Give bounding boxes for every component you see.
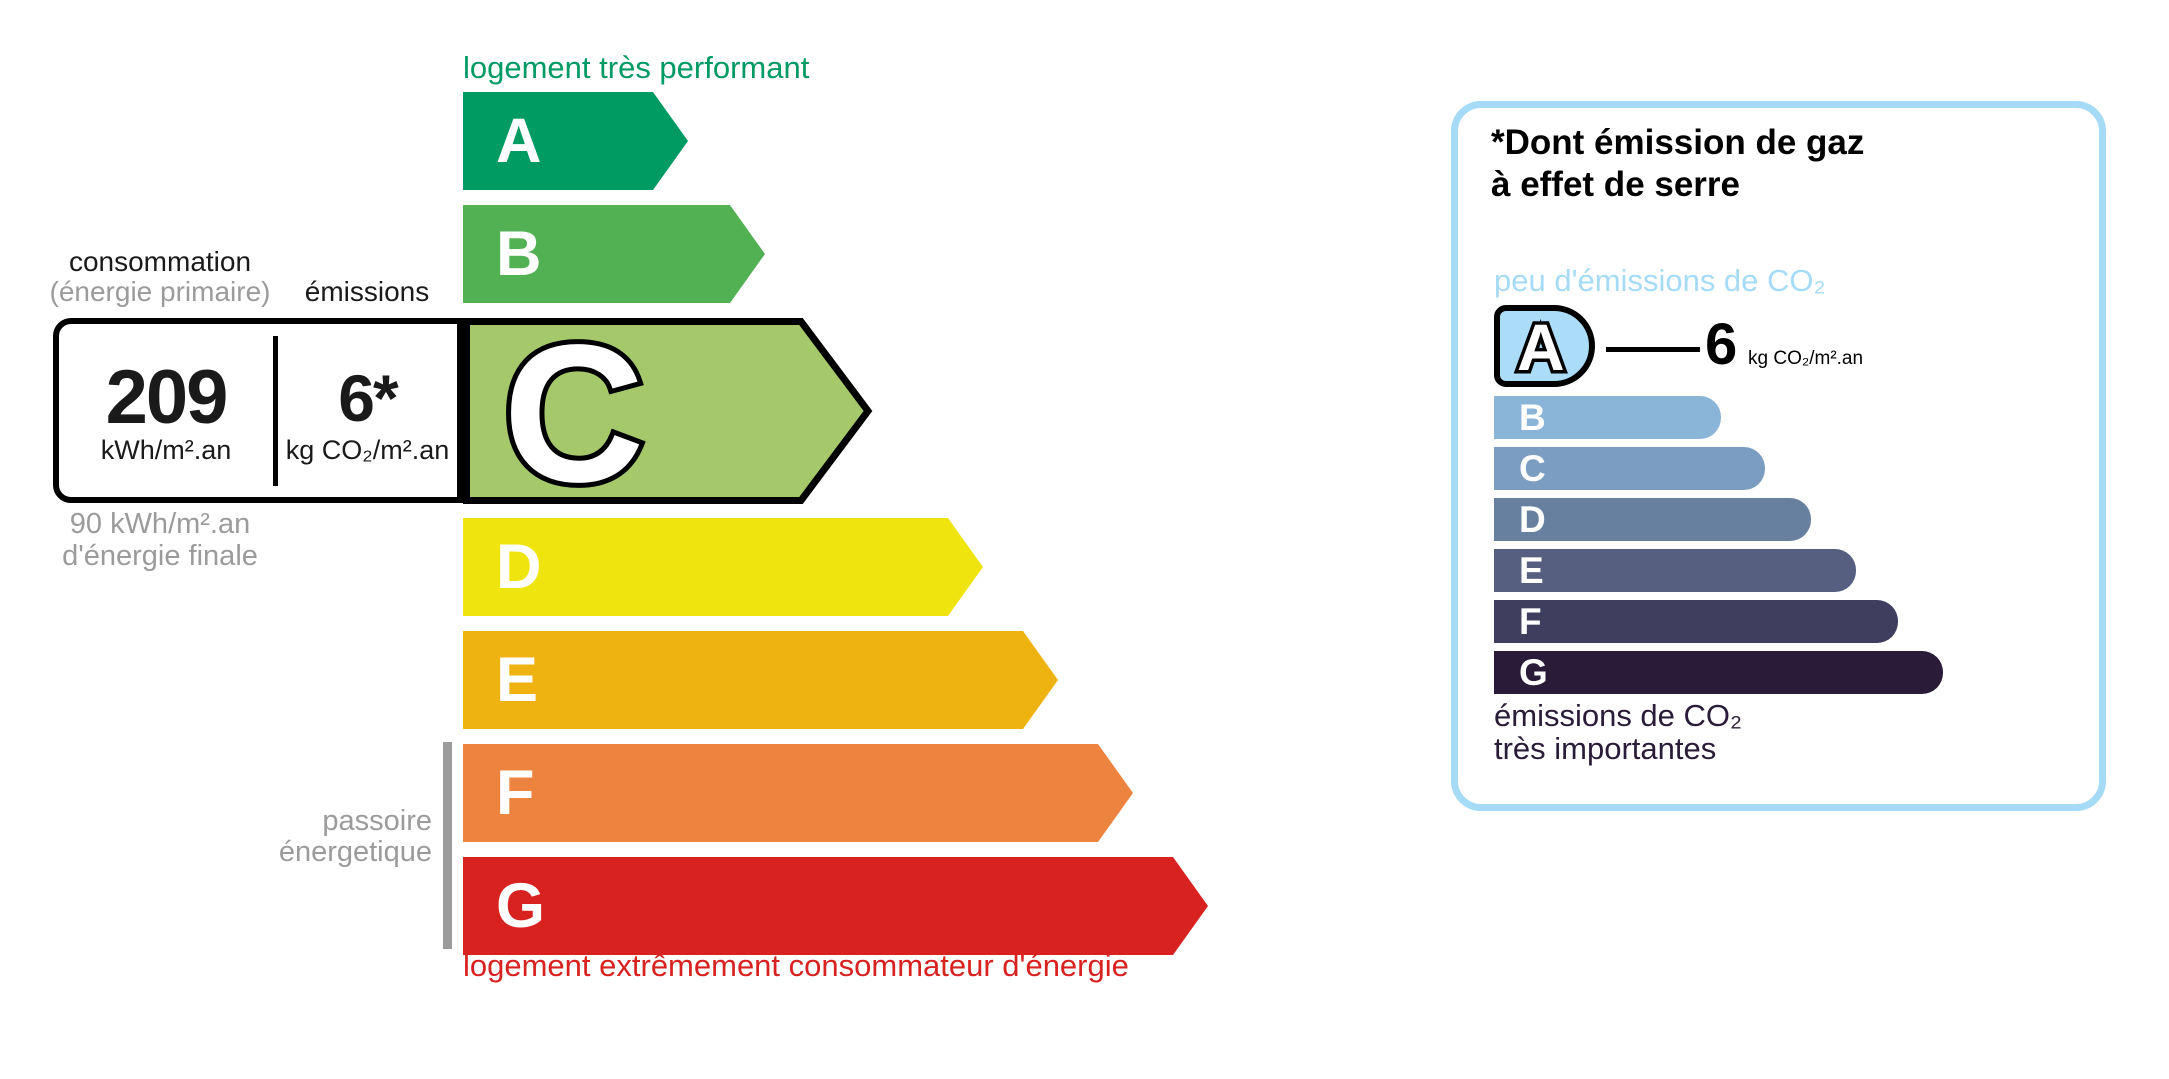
consumption-cell: 209 kWh/m².an [59,324,273,497]
co2-value: 6 [1705,312,1738,377]
energy-class-c-letter: C [503,318,645,504]
passoire-vertical-bar [443,742,452,949]
energy-class-d-arrow: D [463,518,983,616]
consumption-header: consommation [68,246,252,277]
energy-class-f-arrow: F [463,744,1133,842]
co2-high-emissions-label: émissions de CO₂ très importantes [1494,699,1742,765]
co2-class-d-letter: D [1519,499,1546,540]
co2-high-line1: émissions de CO₂ [1494,698,1743,733]
co2-high-line2: très importantes [1494,731,1717,766]
co2-value-unit: kg CO₂/m².an [1748,348,1864,369]
energy-class-b-arrow: B [463,205,765,303]
c-arrow-shape [463,318,873,504]
co2-class-g-bar: G [1494,651,1943,694]
final-energy-line1: 90 kWh/m².an [69,508,251,540]
energy-class-e-arrow: E [463,631,1058,729]
consumption-value-box: 209 kWh/m².an 6* kg CO₂/m².an [53,318,463,503]
top-performance-label: logement très performant [463,50,810,85]
co2-class-f-letter: F [1519,601,1542,642]
co2-class-f-bar: F [1494,600,1898,643]
energy-class-b-letter: B [496,218,542,289]
primary-energy-subheader: (énergie primaire) [49,276,271,307]
co2-class-b-letter: B [1519,397,1546,438]
co2-class-g-letter: G [1519,652,1548,693]
emissions-value: 6* [338,360,398,435]
emissions-unit: kg CO₂/m².an [285,434,450,465]
emissions-cell: 6* kg CO₂/m².an [278,324,457,497]
co2-class-b-bar: B [1494,396,1721,439]
consumption-value: 209 [105,354,229,440]
co2-value-connector-line [1606,347,1700,352]
co2-class-a-badge: A [1494,305,1595,387]
energy-class-c-arrow-highlighted: C [463,318,873,504]
box-divider [273,335,278,486]
co2-emissions-panel: *Dont émission de gaz à effet de serre p… [1451,101,2106,811]
passoire-line1: passoire [322,805,432,837]
final-energy-line2: d'énergie finale [62,540,258,572]
co2-class-d-bar: D [1494,498,1811,541]
co2-panel-title: *Dont émission de gaz à effet de serre [1491,122,1864,206]
energy-class-g-arrow: G [463,857,1208,955]
co2-class-e-letter: E [1519,550,1544,591]
co2-title-line2: à effet de serre [1491,165,1741,204]
energy-class-a-arrow: A [463,92,688,190]
co2-class-a-letter: A [1517,311,1565,381]
co2-class-e-bar: E [1494,549,1856,592]
co2-class-c-bar: C [1494,447,1765,490]
energy-class-g-letter: G [496,870,546,941]
passoire-energetique-label: passoire énergetique [180,806,432,868]
energy-class-a-letter: A [496,105,542,176]
energy-class-f-letter: F [496,757,535,828]
energy-class-e-letter: E [496,644,539,715]
co2-title-line1: *Dont émission de gaz [1491,123,1865,162]
co2-class-c-letter: C [1519,448,1546,489]
emissions-header: émissions [304,276,430,307]
consumption-unit: kWh/m².an [100,434,232,465]
passoire-line2: énergetique [278,836,432,868]
final-energy-note: 90 kWh/m².an d'énergie finale [30,508,290,572]
co2-low-emissions-label: peu d'émissions de CO₂ [1494,263,1826,298]
energy-class-d-letter: D [496,531,542,602]
